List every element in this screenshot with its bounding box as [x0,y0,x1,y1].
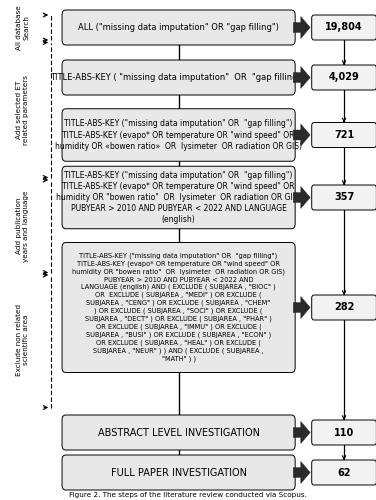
Text: Exclude non related
scientific area: Exclude non related scientific area [16,304,29,376]
Text: 19,804: 19,804 [325,22,363,32]
Text: 357: 357 [334,192,354,202]
Polygon shape [293,422,310,444]
FancyBboxPatch shape [312,15,376,40]
Text: All database
Search: All database Search [16,5,29,50]
FancyBboxPatch shape [62,415,295,450]
FancyBboxPatch shape [312,122,376,148]
FancyBboxPatch shape [312,295,376,320]
Polygon shape [293,16,310,38]
FancyBboxPatch shape [62,242,295,372]
FancyBboxPatch shape [312,460,376,485]
Text: 62: 62 [337,468,351,477]
FancyBboxPatch shape [62,60,295,95]
Polygon shape [293,462,310,483]
Text: FULL PAPER INVESTIGATION: FULL PAPER INVESTIGATION [111,468,247,477]
Text: Add selected ET
related parameters: Add selected ET related parameters [16,75,29,145]
Text: TITLE-ABS-KEY ("missing data imputation" OR  "gap filling")
TITLE-ABS-KEY (evapo: TITLE-ABS-KEY ("missing data imputation"… [56,171,301,224]
Text: TITLE-ABS-KEY ("missing data imputation" OR  "gap filling")
TITLE-ABS-KEY (evapo: TITLE-ABS-KEY ("missing data imputation"… [55,120,302,150]
Text: TITLE-ABS-KEY ( "missing data imputation"  OR  "gap filling" ): TITLE-ABS-KEY ( "missing data imputation… [50,73,307,82]
Text: ALL ("missing data imputation" OR "gap filling"): ALL ("missing data imputation" OR "gap f… [78,23,279,32]
Text: ABSTRACT LEVEL INVESTIGATION: ABSTRACT LEVEL INVESTIGATION [98,428,259,438]
Text: Add publication
years and language: Add publication years and language [16,190,29,262]
FancyBboxPatch shape [312,420,376,445]
Polygon shape [293,124,310,146]
Text: TITLE-ABS-KEY ("missing data imputation" OR  "gap filling")
TITLE-ABS-KEY (evapo: TITLE-ABS-KEY ("missing data imputation"… [72,252,285,362]
FancyBboxPatch shape [312,185,376,210]
Text: 4,029: 4,029 [329,72,359,83]
Text: 721: 721 [334,130,354,140]
FancyBboxPatch shape [62,109,295,161]
Polygon shape [293,66,310,88]
FancyBboxPatch shape [312,65,376,90]
Polygon shape [293,186,310,208]
FancyBboxPatch shape [62,10,295,45]
FancyBboxPatch shape [62,166,295,229]
FancyBboxPatch shape [62,455,295,490]
Text: 282: 282 [334,302,354,312]
Text: Figure 2. The steps of the literature review conducted via Scopus.: Figure 2. The steps of the literature re… [69,492,307,498]
Text: 110: 110 [334,428,354,438]
Polygon shape [293,296,310,318]
